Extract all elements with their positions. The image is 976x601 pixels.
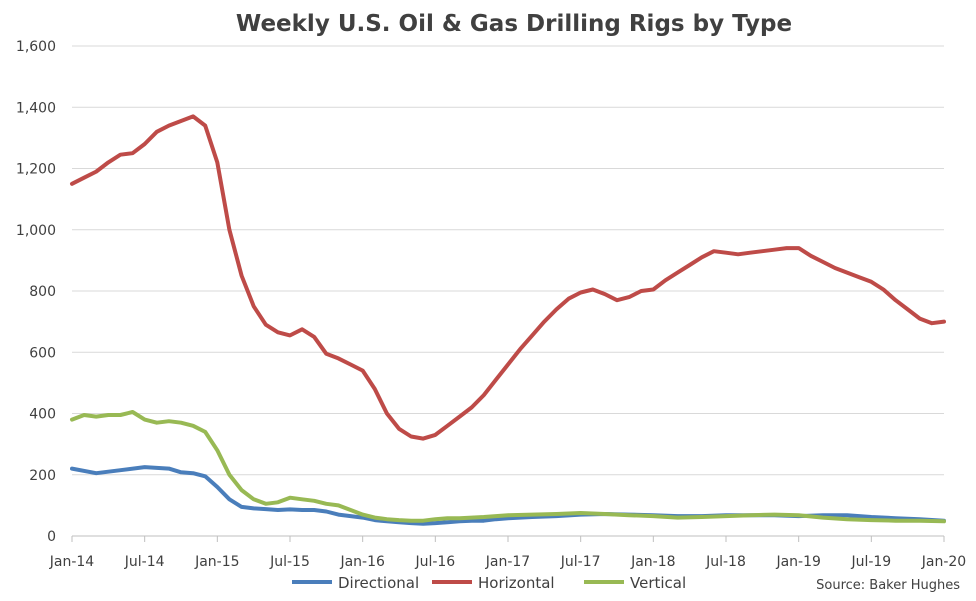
chart-title: Weekly U.S. Oil & Gas Drilling Rigs by T… xyxy=(236,11,792,37)
x-tick-label: Jan-18 xyxy=(630,554,675,570)
y-tick-label: 1,000 xyxy=(16,223,56,239)
x-tick-label: Jul-19 xyxy=(850,554,891,570)
source-note: Source: Baker Hughes xyxy=(816,578,960,593)
legend-label-vertical: Vertical xyxy=(630,574,686,592)
y-tick-label: 400 xyxy=(29,407,56,423)
x-tick-label: Jul-14 xyxy=(124,554,165,570)
legend: Directional Horizontal Vertical xyxy=(292,574,686,592)
x-tick-label: Jan-16 xyxy=(339,554,385,570)
y-tick-label: 1,400 xyxy=(16,100,56,116)
series-line-horizontal xyxy=(70,114,946,441)
legend-label-directional: Directional xyxy=(338,574,419,592)
x-tick-label: Jul-17 xyxy=(560,554,601,570)
y-tick-label: 600 xyxy=(29,345,56,361)
x-tick-label: Jul-18 xyxy=(705,554,746,570)
y-tick-label: 200 xyxy=(29,468,56,484)
x-tick-label: Jan-17 xyxy=(485,554,530,570)
gridlines xyxy=(72,45,944,537)
x-tick-label: Jan-19 xyxy=(775,554,820,570)
series-line-vertical xyxy=(70,410,946,524)
x-tick-label: Jul-15 xyxy=(269,554,310,570)
legend-label-horizontal: Horizontal xyxy=(478,574,555,592)
x-tick-label: Jan-14 xyxy=(49,554,95,570)
y-tick-label: 800 xyxy=(29,284,56,300)
y-tick-label: 1,200 xyxy=(16,162,56,178)
x-tick-label: Jan-20 xyxy=(921,554,966,570)
axes: 0 200 400 600 800 1,000 1,200 1,400 1,600 Jan-14 J… xyxy=(16,39,966,570)
x-tick-label: Jul-16 xyxy=(414,554,455,570)
y-tick-label: 0 xyxy=(47,529,56,545)
y-tick-label: 1,600 xyxy=(16,39,56,55)
x-tick-label: Jan-15 xyxy=(194,554,239,570)
series-lines xyxy=(70,114,946,526)
